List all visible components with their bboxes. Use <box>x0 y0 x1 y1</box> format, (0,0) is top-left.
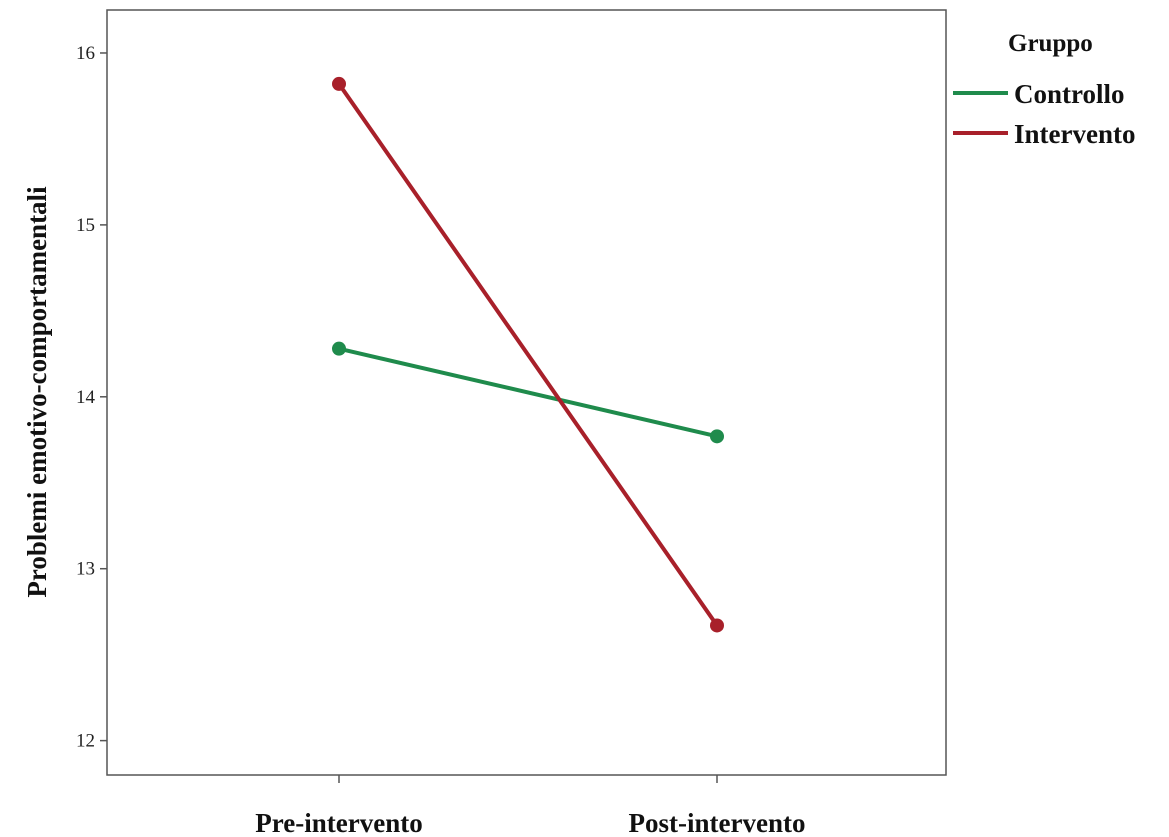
y-tick-label: 16 <box>76 43 95 64</box>
legend: Gruppo Controllo Intervento <box>953 30 1135 149</box>
x-category-label: Pre-intervento <box>255 808 422 837</box>
data-point-intervento <box>332 76 346 91</box>
legend-label-controllo: Controllo <box>1014 79 1125 109</box>
series-line-controllo <box>337 346 719 439</box>
data-point-controllo <box>710 429 724 444</box>
legend-label-intervento: Intervento <box>1014 119 1135 149</box>
data-point-controllo <box>332 341 346 356</box>
y-tick-label: 13 <box>76 559 95 580</box>
x-category-label: Post-intervento <box>629 808 806 837</box>
y-tick-label: 15 <box>76 215 95 236</box>
y-axis: 12 13 14 15 16 <box>76 43 107 752</box>
series-layer <box>332 76 724 633</box>
x-axis: Pre-intervento Post-intervento <box>255 775 805 837</box>
y-tick-label: 14 <box>76 387 96 408</box>
legend-title: Gruppo <box>1008 30 1093 57</box>
series-line-intervento <box>337 81 719 628</box>
y-axis-title: Problemi emotivo-comportamentali <box>22 186 52 598</box>
data-point-intervento <box>710 618 724 633</box>
y-tick-label: 12 <box>76 731 95 752</box>
